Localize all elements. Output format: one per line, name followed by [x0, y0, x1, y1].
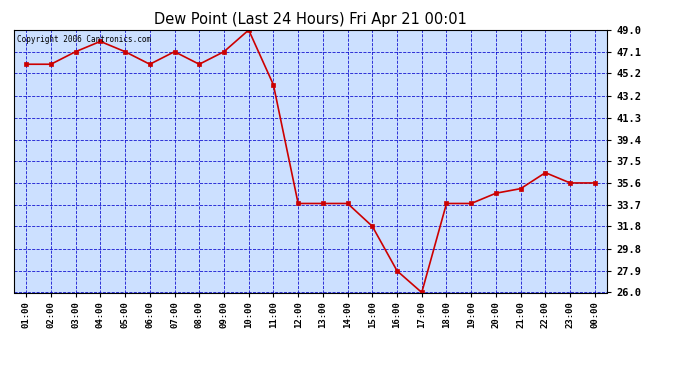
- Text: Copyright 2006 Cantronics.com: Copyright 2006 Cantronics.com: [17, 35, 151, 44]
- Title: Dew Point (Last 24 Hours) Fri Apr 21 00:01: Dew Point (Last 24 Hours) Fri Apr 21 00:…: [154, 12, 467, 27]
